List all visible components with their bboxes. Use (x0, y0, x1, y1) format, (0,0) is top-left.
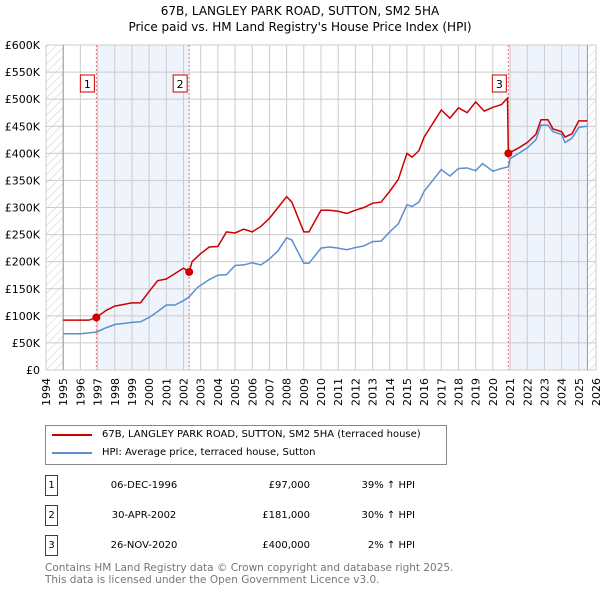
series-line (63, 124, 588, 335)
x-tick-label: 2018 (453, 378, 466, 406)
legend-label-hpi: HPI: Average price, terraced house, Sutt… (102, 447, 316, 458)
sale-point (504, 149, 513, 158)
sale-price: £181,000 (262, 510, 310, 521)
x-tick-label: 1995 (57, 378, 70, 406)
x-tick-label: 2017 (435, 378, 448, 406)
footer-line1: Contains HM Land Registry data © Crown c… (45, 562, 454, 574)
x-tick-label: 2022 (521, 378, 534, 406)
y-tick-label: £50K (12, 337, 41, 350)
x-tick-label: 2005 (229, 378, 242, 406)
y-tick-label: £150K (5, 283, 41, 296)
sale-label-box: 1 (79, 74, 95, 93)
x-tick-label: 2010 (315, 378, 328, 406)
x-tick-label: 1999 (126, 378, 139, 406)
x-tick-label: 2013 (367, 378, 380, 406)
x-tick-label: 2002 (178, 378, 191, 406)
x-tick-label: 1997 (92, 378, 105, 406)
sale-hpi-diff: 30% ↑ HPI (361, 510, 415, 521)
x-tick-label: 2020 (487, 378, 500, 406)
x-tick-label: 2026 (590, 378, 600, 406)
sale-price: £400,000 (262, 540, 310, 551)
sale-number: 1 (45, 475, 58, 496)
legend-swatch-hpi (52, 451, 92, 454)
sale-number: 3 (45, 535, 58, 556)
legend: 67B, LANGLEY PARK ROAD, SUTTON, SM2 5HA … (45, 425, 447, 465)
sale-hpi-diff: 39% ↑ HPI (361, 480, 415, 491)
sale-price: £97,000 (268, 480, 310, 491)
y-tick-label: £400K (5, 147, 41, 160)
sale-hpi-diff: 2% ↑ HPI (367, 540, 415, 551)
sale-number: 2 (45, 505, 58, 526)
sale-point (92, 313, 101, 322)
y-tick-label: £250K (5, 229, 41, 242)
x-tick-label: 2000 (143, 378, 156, 406)
x-tick-label: 2024 (556, 378, 569, 406)
sale-row: 1 06-DEC-1996 £97,000 39% ↑ HPI (45, 475, 445, 496)
sale-date: 06-DEC-1996 (110, 480, 178, 491)
y-tick-label: £300K (5, 202, 41, 215)
sale-label-border (172, 74, 188, 93)
x-tick-label: 2025 (573, 378, 586, 406)
x-tick-label: 1994 (40, 378, 53, 406)
sale-date: 30-APR-2002 (111, 510, 177, 521)
x-tick-label: 2011 (332, 378, 345, 406)
x-tick-label: 2012 (349, 378, 362, 406)
y-tick-label: £350K (5, 174, 41, 187)
sale-label: 3 (496, 78, 503, 91)
sale-point (185, 267, 194, 276)
x-tick-label: 2003 (195, 378, 208, 406)
chart-subtitle: Price paid vs. HM Land Registry's House … (128, 20, 472, 34)
sale-label: 1 (84, 78, 91, 91)
sale-date: 26-NOV-2020 (110, 540, 178, 551)
y-tick-label: £450K (5, 120, 41, 133)
x-tick-label: 1998 (109, 378, 122, 406)
sale-row: 3 26-NOV-2020 £400,000 2% ↑ HPI (45, 535, 445, 556)
y-tick-label: £500K (5, 93, 41, 106)
x-tick-label: 2014 (384, 378, 397, 406)
x-tick-label: 2004 (212, 378, 225, 406)
x-tick-label: 2021 (504, 378, 517, 406)
y-tick-label: £550K (5, 66, 41, 79)
sale-row: 2 30-APR-2002 £181,000 30% ↑ HPI (45, 505, 445, 526)
plot-area: 1994 1995 1996 1997 1998 1999 2000 2001 2002 2003… (5, 39, 600, 406)
x-tick-label: 2015 (401, 378, 414, 406)
series-line (63, 96, 588, 321)
legend-swatch-property (52, 433, 92, 436)
x-tick-label: 2001 (160, 378, 173, 406)
x-tick-label: 2006 (246, 378, 259, 406)
legend-label-property: 67B, LANGLEY PARK ROAD, SUTTON, SM2 5HA … (102, 429, 421, 440)
y-tick-label: £200K (5, 256, 41, 269)
x-tick-label: 2016 (418, 378, 431, 406)
sale-label-border (79, 74, 95, 93)
sale-label-box: 2 (172, 74, 188, 93)
sale-label-border (491, 74, 507, 93)
y-tick-label: £600K (5, 39, 41, 52)
x-tick-label: 1996 (74, 378, 87, 406)
x-tick-label: 2008 (281, 378, 294, 406)
chart-title: 67B, LANGLEY PARK ROAD, SUTTON, SM2 5HA (160, 4, 440, 18)
footer-line2: This data is licensed under the Open Gov… (45, 574, 380, 586)
x-tick-label: 2019 (470, 378, 483, 406)
sale-label: 2 (177, 78, 184, 91)
y-tick-label: £100K (5, 310, 41, 323)
y-tick-label: £0 (26, 364, 40, 377)
x-tick-label: 2007 (263, 378, 276, 406)
x-tick-label: 2023 (538, 378, 551, 406)
sale-label-box: 3 (491, 74, 507, 93)
x-tick-label: 2009 (298, 378, 311, 406)
